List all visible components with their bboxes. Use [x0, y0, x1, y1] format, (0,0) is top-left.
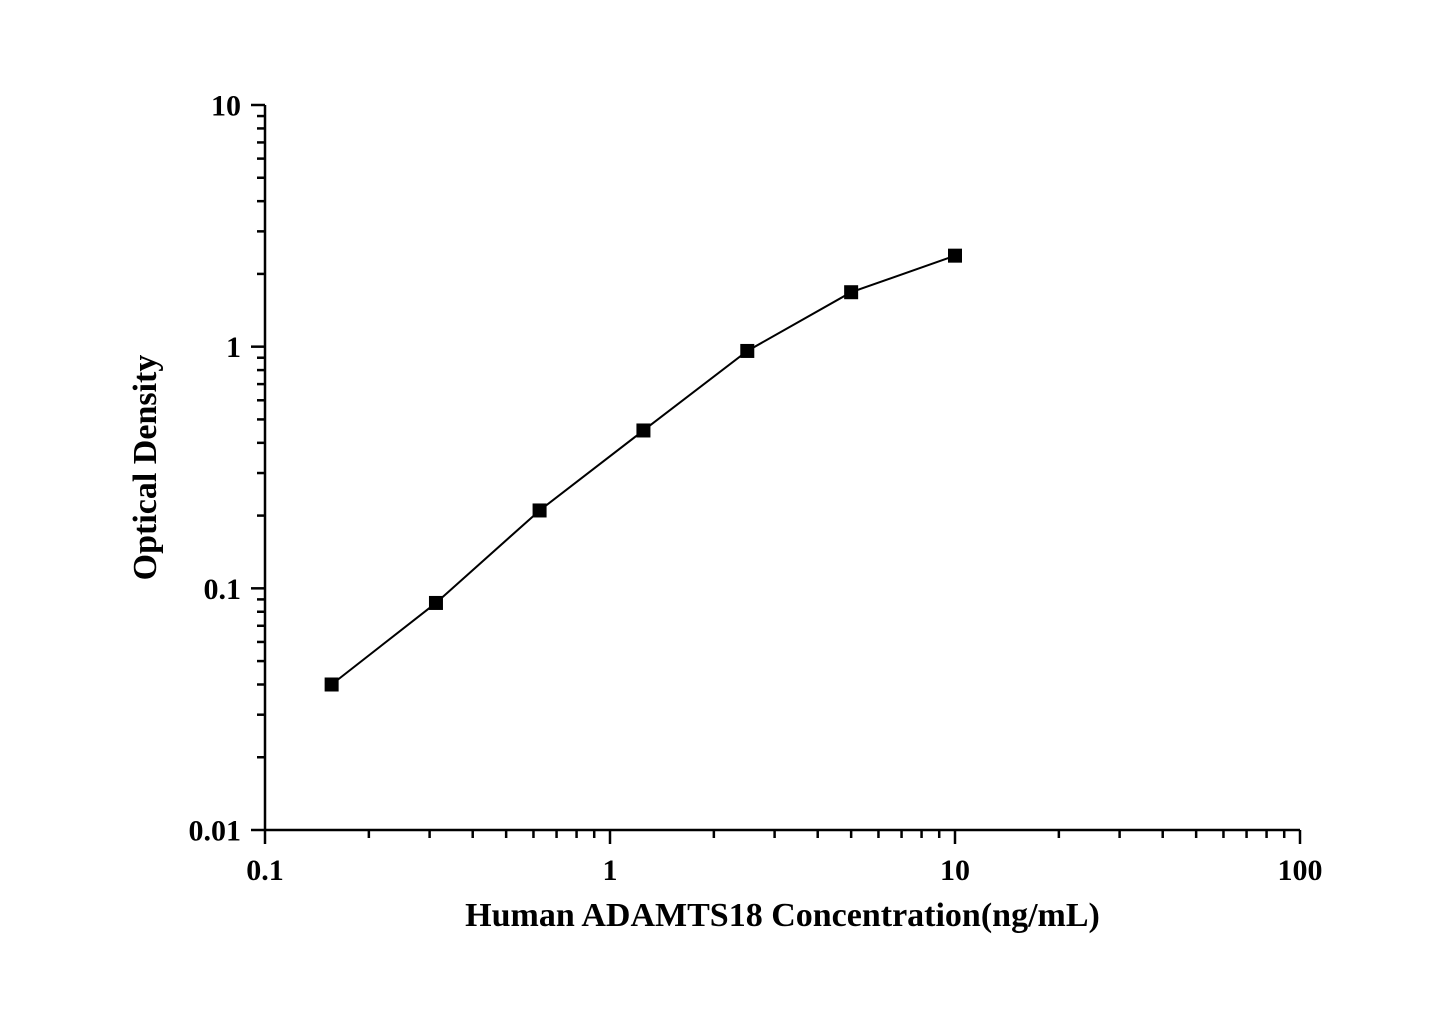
data-point-marker	[533, 503, 547, 517]
data-point-marker	[844, 285, 858, 299]
data-point-marker	[429, 596, 443, 610]
y-axis-label: Optical Density	[127, 355, 164, 581]
x-tick-label: 100	[1278, 854, 1323, 887]
data-point-marker	[740, 344, 754, 358]
y-tick-label: 0.01	[189, 815, 242, 848]
x-tick-label: 1	[603, 854, 618, 887]
data-point-marker	[636, 423, 650, 437]
y-tick-label: 0.1	[204, 573, 242, 606]
data-point-marker	[325, 678, 339, 692]
data-point-marker	[948, 249, 962, 263]
chart-container: 0.11101000.010.1110Human ADAMTS18 Concen…	[0, 0, 1445, 1009]
standard-curve-chart: 0.11101000.010.1110Human ADAMTS18 Concen…	[0, 0, 1445, 1009]
y-tick-label: 1	[226, 331, 241, 364]
x-axis-label: Human ADAMTS18 Concentration(ng/mL)	[465, 897, 1100, 934]
x-tick-label: 0.1	[246, 854, 284, 887]
y-tick-label: 10	[211, 90, 241, 123]
x-tick-label: 10	[940, 854, 970, 887]
chart-background	[0, 0, 1445, 1009]
